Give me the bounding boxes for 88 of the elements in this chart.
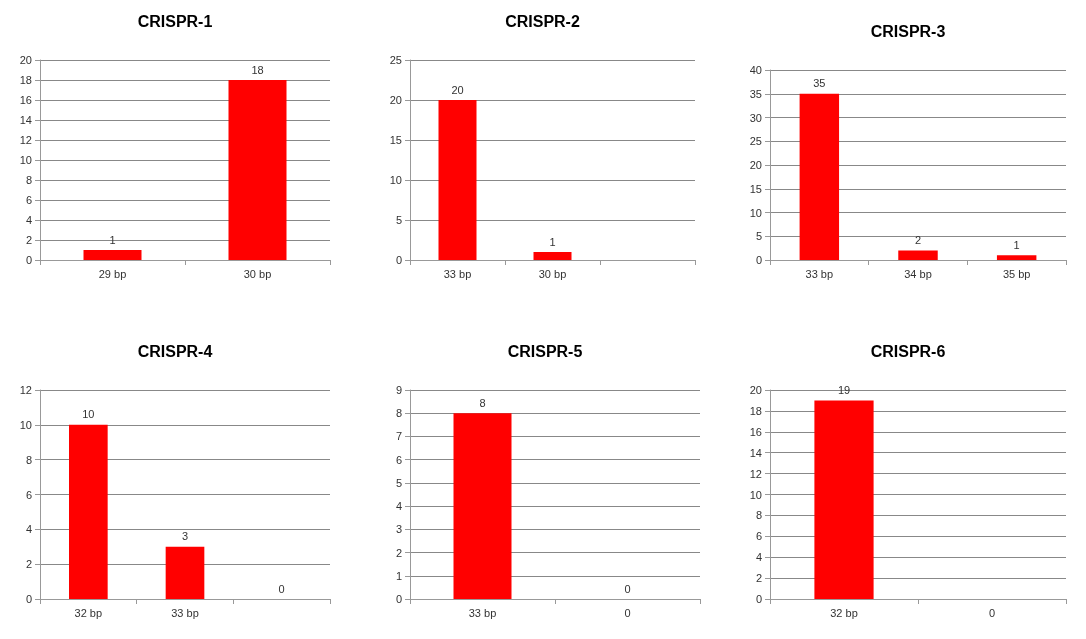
y-tick-label: 0: [395, 254, 402, 266]
chart-title: CRISPR-6: [870, 342, 946, 360]
y-tick-label: 15: [389, 134, 402, 146]
y-tick-label: 2: [395, 546, 402, 559]
y-tick-label: 9: [395, 384, 402, 396]
data-label: 20: [451, 83, 464, 96]
data-label: 2: [914, 234, 922, 246]
y-tick-label: 10: [19, 418, 32, 431]
x-tick-label: 30 bp: [243, 267, 272, 280]
y-tick-label: 20: [389, 94, 402, 106]
y-tick-label: 25: [749, 135, 762, 148]
y-tick-label: 4: [395, 500, 402, 513]
x-tick-label: 0: [988, 606, 996, 619]
data-label: 0: [624, 582, 631, 595]
y-tick-label: 1: [395, 569, 402, 582]
y-tick-label: 5: [395, 214, 402, 226]
data-label: 1: [109, 233, 116, 246]
chart-title: CRISPR-3: [870, 22, 946, 40]
data-label: 1: [549, 235, 556, 248]
y-tick-label: 6: [25, 488, 32, 501]
x-tick-label: 33 bp: [171, 606, 199, 619]
y-tick-label: 20: [749, 384, 762, 396]
chart-title: CRISPR-2: [505, 12, 580, 30]
y-tick-label: 0: [755, 593, 762, 605]
chart-title: CRISPR-5: [507, 342, 583, 360]
y-tick-label: 10: [389, 174, 402, 186]
y-tick-label: 8: [755, 509, 762, 522]
y-tick-label: 6: [395, 453, 402, 466]
y-tick-label: 5: [755, 230, 762, 243]
y-tick-label: 18: [749, 404, 762, 417]
y-tick-label: 10: [749, 206, 762, 219]
y-tick-label: 8: [25, 453, 32, 466]
y-tick-label: 16: [19, 94, 32, 106]
bar: [898, 250, 938, 260]
bar: [799, 93, 840, 260]
data-label: 18: [251, 63, 264, 76]
data-label: 10: [82, 408, 95, 421]
y-tick-label: 40: [749, 64, 762, 76]
y-tick-label: 10: [749, 488, 762, 501]
chart-title: CRISPR-1: [137, 12, 213, 30]
x-tick-label: 35 bp: [1002, 267, 1031, 280]
y-tick-label: 5: [395, 476, 402, 489]
y-tick-label: 35: [749, 87, 762, 100]
x-tick-label: 33 bp: [468, 606, 497, 619]
y-tick-label: 12: [19, 134, 32, 146]
y-tick-label: 0: [395, 593, 402, 605]
y-tick-label: 4: [25, 523, 32, 536]
x-tick-label: 32 bp: [74, 606, 103, 619]
chart-title: CRISPR-4: [137, 342, 213, 360]
y-tick-label: 2: [755, 572, 762, 585]
y-tick-label: 0: [25, 593, 32, 605]
x-tick-label: 32 bp: [830, 606, 858, 619]
y-tick-label: 2: [25, 558, 32, 571]
data-label: 8: [479, 396, 486, 409]
y-tick-label: 14: [749, 446, 762, 459]
x-tick-label: 33 bp: [443, 267, 472, 280]
bar: [996, 255, 1037, 260]
data-label: 0: [278, 582, 285, 595]
data-label: 1: [1013, 238, 1020, 251]
y-tick-label: 0: [755, 254, 762, 266]
x-tick-label: 33 bp: [805, 267, 834, 280]
y-tick-label: 4: [25, 214, 32, 226]
y-tick-label: 12: [19, 384, 32, 396]
y-tick-label: 20: [19, 54, 32, 66]
y-tick-label: 8: [395, 407, 402, 420]
y-tick-label: 30: [749, 111, 762, 124]
y-tick-label: 16: [749, 425, 762, 438]
data-label: 35: [813, 77, 826, 90]
y-tick-label: 4: [755, 551, 762, 564]
y-tick-label: 3: [395, 523, 402, 536]
y-tick-label: 18: [19, 74, 32, 86]
y-tick-label: 10: [19, 154, 32, 166]
y-tick-label: 6: [755, 530, 762, 543]
y-tick-label: 20: [749, 159, 762, 171]
x-tick-label: 34 bp: [904, 267, 932, 280]
y-tick-label: 15: [749, 182, 762, 195]
y-tick-label: 25: [389, 54, 402, 66]
x-tick-label: 0: [624, 606, 631, 619]
y-tick-label: 7: [395, 430, 402, 443]
x-tick-label: 30 bp: [538, 267, 567, 280]
y-tick-label: 2: [25, 234, 32, 246]
y-tick-label: 12: [749, 467, 762, 480]
x-tick-label: 29 bp: [98, 267, 127, 280]
y-tick-label: 6: [25, 194, 32, 206]
y-tick-label: 8: [25, 174, 32, 186]
y-tick-label: 0: [25, 254, 32, 266]
data-label: 3: [181, 530, 189, 543]
y-tick-label: 14: [19, 114, 32, 126]
